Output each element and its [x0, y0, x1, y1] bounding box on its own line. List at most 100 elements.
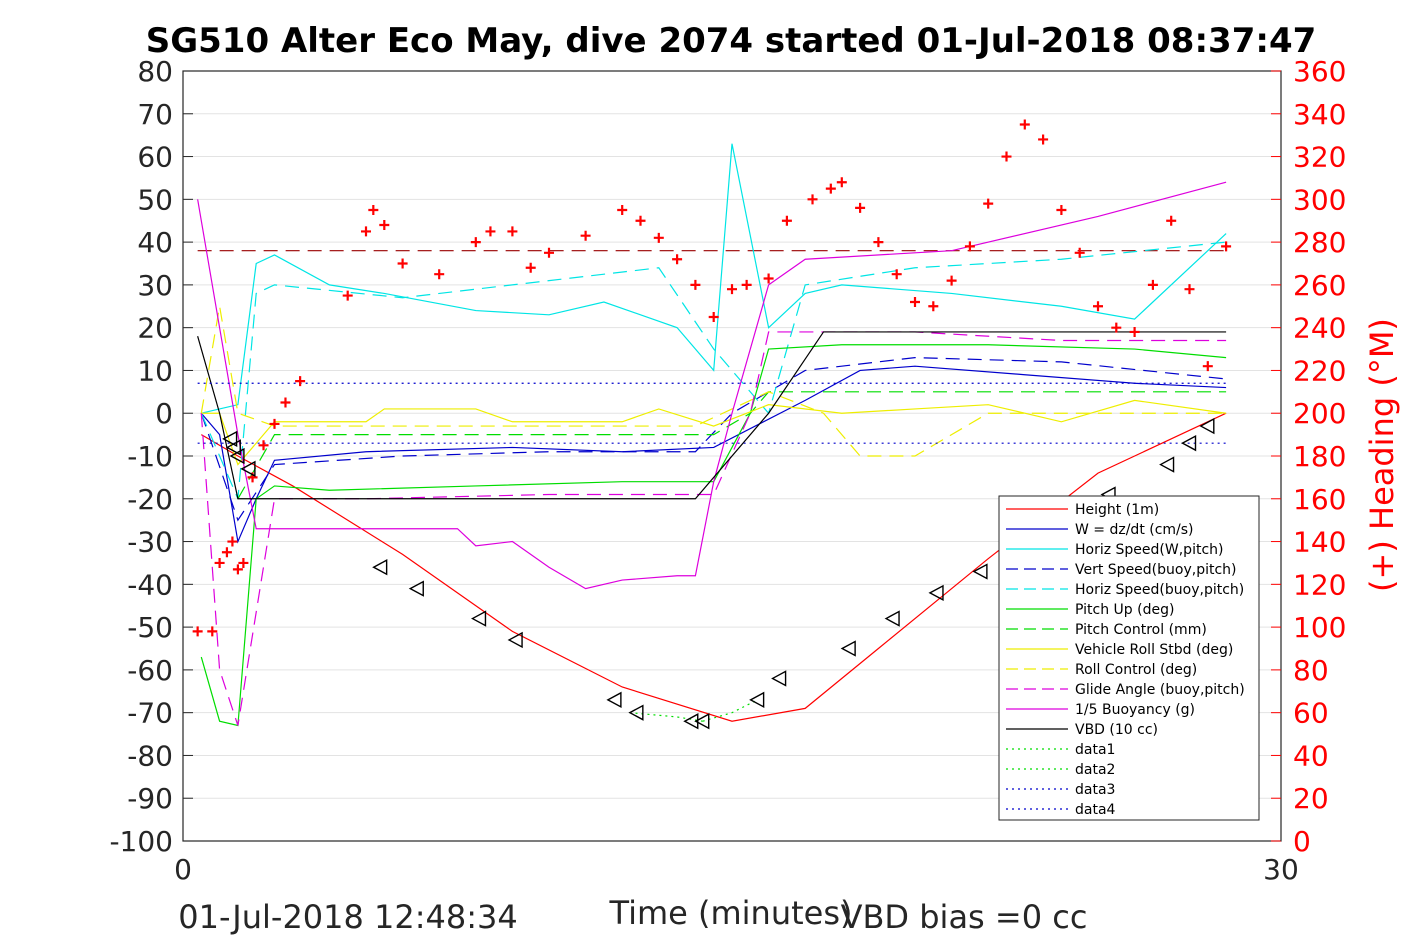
tick-label-left: 10 — [137, 354, 173, 387]
heading-marker — [580, 230, 591, 241]
tick-label-right: 40 — [1293, 739, 1329, 772]
tick-label-right: 260 — [1293, 269, 1346, 302]
triangle-marker — [694, 713, 710, 730]
legend-label-13: data2 — [1075, 762, 1115, 778]
legend-label-4: Horiz Speed(buoy,pitch) — [1075, 582, 1244, 598]
triangle-markers — [222, 417, 1215, 730]
legend: Height (1m) W = dz/dt (cm/s) Horiz Speed(W… — [998, 495, 1260, 821]
heading-marker — [741, 279, 752, 290]
heading-marker — [1019, 119, 1030, 130]
heading-marker — [1056, 205, 1067, 216]
heading-marker — [361, 226, 371, 237]
heading-marker — [946, 275, 957, 286]
tick-label-left: 0 — [155, 397, 173, 430]
tick-label-right: 60 — [1293, 697, 1329, 730]
tick-label-right: 140 — [1293, 526, 1346, 559]
tick-label-right: 360 — [1293, 55, 1346, 88]
tick-label-right: 240 — [1293, 312, 1346, 345]
legend-label-14: data3 — [1075, 782, 1115, 798]
triangle-marker — [1159, 456, 1175, 473]
heading-marker — [672, 254, 683, 265]
left-ticks: 80 70 60 50 40 30 20 10 0 -10 -20 -30 -40 -50 -60 -70 -8… — [109, 55, 193, 858]
heading-marker — [1202, 361, 1213, 372]
triangle-marker — [1181, 434, 1197, 452]
tick-label-right: 120 — [1293, 568, 1346, 601]
tick-label-right: 340 — [1293, 98, 1346, 131]
legend-label-8: Roll Control (deg) — [1075, 662, 1197, 678]
triangle-marker — [628, 704, 644, 721]
tick-label-left: -100 — [109, 825, 173, 858]
triangle-marker — [771, 670, 787, 687]
chart-title: SG510 Alter Eco May, dive 2074 started 0… — [146, 21, 1317, 61]
triangle-marker — [683, 713, 699, 730]
triangle-marker — [972, 563, 988, 580]
triangle-marker — [884, 610, 900, 627]
heading-marker — [207, 626, 218, 637]
heading-marker — [269, 418, 280, 429]
heading-marker — [1221, 241, 1232, 252]
tick-label-left: -90 — [127, 782, 173, 815]
tick-label-right: 180 — [1293, 440, 1346, 473]
heading-marker — [232, 564, 243, 575]
legend-label-2: Horiz Speed(W,pitch) — [1075, 542, 1223, 558]
tick-label-right: 320 — [1293, 141, 1346, 174]
series-line-8 — [200, 306, 1227, 457]
heading-marker — [825, 183, 836, 194]
heading-marker — [238, 557, 249, 568]
heading-markers — [192, 119, 1232, 637]
heading-marker — [928, 301, 939, 312]
series-line-6 — [237, 391, 1227, 500]
tick-label-right: 220 — [1293, 354, 1346, 387]
heading-marker — [342, 290, 353, 301]
footer-timestamp: 01-Jul-2018 12:48:34 — [178, 898, 518, 936]
series-line-7 — [201, 399, 1227, 466]
x-ticks: 0 30 — [174, 831, 1299, 886]
heading-marker — [891, 269, 902, 280]
heading-marker — [964, 241, 975, 252]
series-line-1 — [200, 365, 1227, 544]
series-line-13 — [702, 699, 758, 722]
tick-label-left: -50 — [127, 611, 173, 644]
heading-marker — [434, 269, 445, 280]
heading-marker — [910, 297, 920, 307]
legend-label-7: Vehicle Roll Stbd (deg) — [1075, 642, 1233, 658]
tick-label-left: 40 — [137, 226, 173, 259]
heading-marker — [708, 311, 719, 322]
triangle-marker — [928, 584, 944, 602]
heading-marker — [763, 273, 774, 284]
legend-label-11: VBD (10 cc) — [1075, 722, 1158, 738]
heading-marker — [1147, 279, 1158, 290]
tick-label-left: 30 — [137, 269, 173, 302]
heading-marker — [1111, 322, 1122, 333]
tick-label-right: 0 — [1293, 825, 1311, 858]
legend-label-0: Height (1m) — [1075, 502, 1159, 518]
tick-label-right: 280 — [1293, 226, 1346, 259]
heading-marker — [192, 626, 203, 637]
legend-label-15: data4 — [1075, 802, 1116, 818]
triangle-marker — [507, 631, 523, 649]
heading-marker — [873, 237, 884, 248]
heading-marker — [1166, 215, 1177, 226]
right-ticks: 3603403203002802602402202001801601401201… — [1271, 55, 1346, 858]
tick-label-left: -80 — [127, 739, 173, 772]
tick-label-left: 50 — [137, 183, 173, 216]
tick-label-right: 100 — [1293, 611, 1346, 644]
x-axis-label: Time (minutes) — [609, 894, 853, 932]
triangle-marker — [225, 439, 241, 456]
heading-marker — [258, 440, 269, 451]
series-line-2 — [201, 143, 1227, 414]
legend-label-1: W = dz/dt (cm/s) — [1075, 522, 1194, 538]
heading-marker — [379, 220, 390, 230]
tick-label-right: 200 — [1293, 397, 1346, 430]
heading-marker — [525, 262, 536, 273]
tick-label-left: -70 — [127, 697, 173, 730]
series-line-4 — [200, 241, 1227, 500]
heading-marker — [635, 215, 646, 226]
triangle-marker — [372, 559, 388, 576]
series-line-5 — [200, 344, 1227, 727]
heading-marker — [1001, 151, 1012, 162]
heading-marker — [1093, 301, 1103, 312]
heading-marker — [295, 376, 306, 387]
legend-box — [998, 495, 1260, 821]
